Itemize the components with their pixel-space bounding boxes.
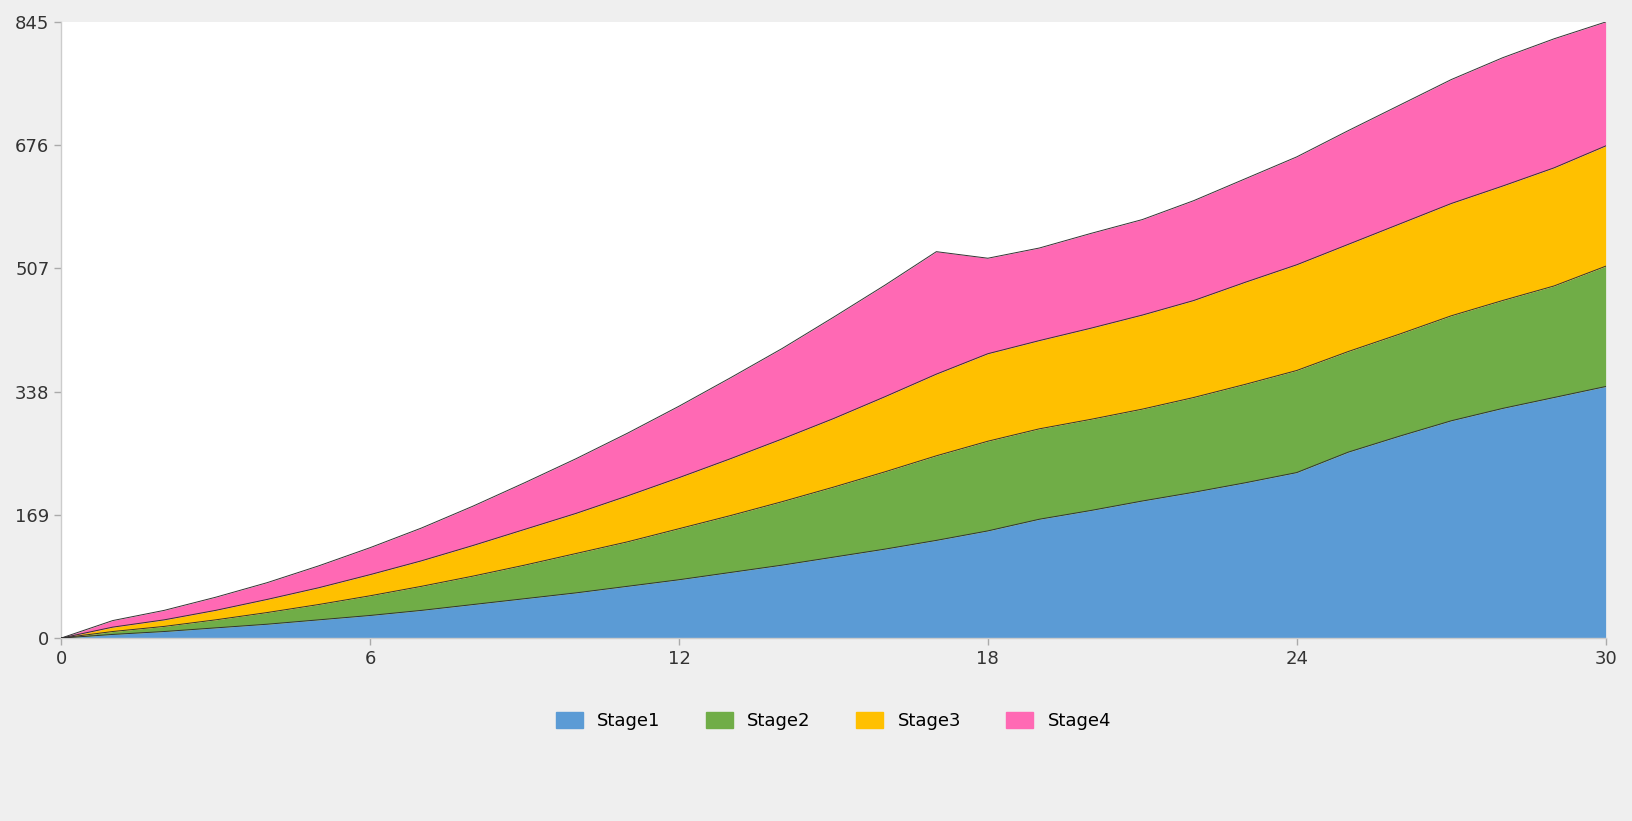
- Legend: Stage1, Stage2, Stage3, Stage4: Stage1, Stage2, Stage3, Stage4: [547, 703, 1120, 739]
